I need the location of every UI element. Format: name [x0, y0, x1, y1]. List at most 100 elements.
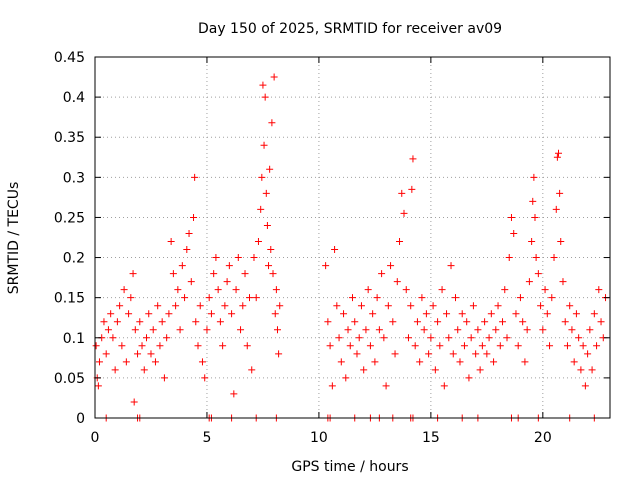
- data-point: [349, 294, 356, 302]
- data-point: [541, 286, 549, 294]
- data-point: [214, 286, 222, 294]
- data-point: [568, 326, 576, 334]
- data-point: [113, 318, 121, 326]
- data-point: [431, 366, 439, 374]
- data-point: [176, 326, 184, 334]
- data-point: [109, 334, 117, 342]
- data-point: [254, 238, 262, 246]
- data-point: [382, 382, 390, 390]
- data-point: [136, 318, 144, 326]
- data-point: [487, 310, 495, 318]
- data-point: [276, 302, 284, 310]
- data-point: [212, 254, 220, 262]
- data-point: [130, 398, 138, 406]
- data-point: [483, 350, 491, 358]
- data-point: [445, 334, 453, 342]
- data-points: [92, 73, 610, 422]
- x-tick-label: 10: [310, 430, 328, 446]
- y-tick-label: 0.45: [54, 50, 85, 66]
- x-axis-label: GPS time / hours: [291, 459, 408, 475]
- data-point: [322, 262, 330, 270]
- data-point: [378, 270, 386, 278]
- data-point: [267, 246, 275, 254]
- x-tick-label: 15: [422, 430, 440, 446]
- data-point: [221, 302, 229, 310]
- data-point: [404, 334, 412, 342]
- data-point: [205, 294, 213, 302]
- data-point: [411, 342, 419, 350]
- data-point: [393, 278, 401, 286]
- y-tick-label: 0.4: [63, 90, 85, 106]
- data-point: [559, 278, 567, 286]
- data-point: [561, 318, 569, 326]
- grid-lines: [95, 57, 610, 418]
- data-point: [269, 270, 277, 278]
- data-point: [324, 318, 332, 326]
- data-point: [503, 334, 511, 342]
- data-point: [436, 342, 444, 350]
- data-point: [501, 286, 509, 294]
- data-point: [154, 302, 162, 310]
- data-point: [413, 318, 421, 326]
- data-point: [380, 334, 388, 342]
- data-point: [252, 294, 260, 302]
- data-point: [586, 326, 594, 334]
- data-point: [429, 302, 437, 310]
- y-tick-label: 0.3: [63, 170, 85, 186]
- data-point: [351, 318, 359, 326]
- x-tick-label: 20: [534, 430, 552, 446]
- data-point: [210, 270, 218, 278]
- data-point: [460, 342, 468, 350]
- data-point: [528, 238, 536, 246]
- data-point: [366, 342, 374, 350]
- data-point: [270, 73, 278, 81]
- data-point: [138, 342, 146, 350]
- data-point: [570, 358, 578, 366]
- data-point: [521, 358, 529, 366]
- data-point: [259, 81, 267, 89]
- data-point: [262, 189, 270, 197]
- data-point: [505, 254, 513, 262]
- data-point: [597, 318, 605, 326]
- data-point: [158, 318, 166, 326]
- data-point: [485, 334, 493, 342]
- data-point: [443, 310, 451, 318]
- data-point: [100, 318, 108, 326]
- data-point: [531, 213, 539, 221]
- data-point: [402, 286, 410, 294]
- data-point: [384, 302, 392, 310]
- data-point: [579, 342, 587, 350]
- data-point: [418, 294, 426, 302]
- data-point: [519, 318, 527, 326]
- data-point: [548, 294, 556, 302]
- data-point: [499, 318, 507, 326]
- data-point: [149, 326, 157, 334]
- data-point: [389, 318, 397, 326]
- data-point: [534, 270, 542, 278]
- data-point: [246, 294, 253, 302]
- y-tick-label: 0.15: [54, 291, 85, 307]
- data-point: [248, 366, 256, 374]
- data-point: [530, 173, 538, 181]
- data-point: [102, 350, 110, 358]
- data-point: [353, 350, 361, 358]
- data-point: [425, 350, 433, 358]
- data-point: [257, 205, 265, 213]
- data-point: [357, 302, 365, 310]
- data-point: [268, 119, 276, 127]
- data-point: [181, 294, 189, 302]
- y-tick-label: 0.1: [63, 331, 85, 347]
- data-point: [265, 262, 273, 270]
- data-point: [512, 310, 520, 318]
- data-point: [223, 278, 231, 286]
- data-point: [469, 302, 477, 310]
- data-point: [539, 326, 547, 334]
- data-point: [198, 358, 206, 366]
- data-point: [156, 342, 164, 350]
- data-point: [160, 374, 168, 382]
- plot-frame: [94, 56, 611, 419]
- data-point: [552, 205, 560, 213]
- data-point: [543, 310, 551, 318]
- data-point: [331, 246, 339, 254]
